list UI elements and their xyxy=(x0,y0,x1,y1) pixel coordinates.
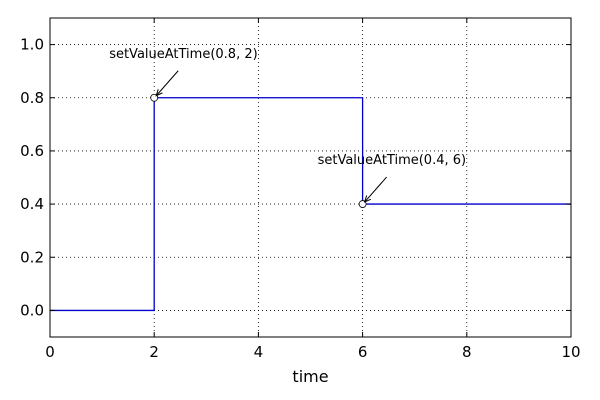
series-layer xyxy=(50,97,571,312)
y-tick-label: 0.0 xyxy=(20,301,44,319)
x-tick-label: 0 xyxy=(45,343,55,361)
grid xyxy=(49,18,572,337)
x-tick-label: 2 xyxy=(149,343,159,361)
plot-frame xyxy=(49,17,572,338)
y-tick-label: 0.4 xyxy=(20,195,44,213)
annotation-layer: setValueAtTime(0.8, 2) setValueAtTime(0.4… xyxy=(109,47,466,202)
y-tick-label: 0.8 xyxy=(20,89,44,107)
x-tick-label: 8 xyxy=(462,343,472,361)
x-axis-label: time xyxy=(292,367,328,386)
y-tick-label: 1.0 xyxy=(20,36,44,54)
annotation-label: setValueAtTime(0.8, 2) xyxy=(109,47,258,62)
x-tick-label: 10 xyxy=(561,343,580,361)
y-tick-label: 0.2 xyxy=(20,248,44,266)
annotation-arrow xyxy=(365,176,387,202)
annotation-label: setValueAtTime(0.4, 6) xyxy=(318,153,467,168)
y-tick-label: 0.6 xyxy=(20,142,44,160)
x-tick-label: 4 xyxy=(254,343,264,361)
tick-layer: 0 2 4 6 8 10 0.0 0.2 0.4 0.6 0.8 1.0 xyxy=(20,18,581,361)
x-tick-label: 6 xyxy=(358,343,368,361)
annotation-arrow xyxy=(156,70,179,96)
series-line xyxy=(50,97,571,312)
